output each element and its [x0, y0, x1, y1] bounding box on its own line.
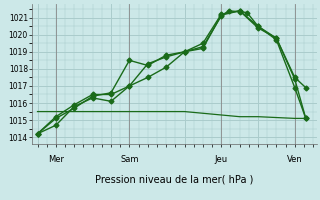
- Text: Jeu: Jeu: [215, 155, 228, 164]
- Text: Sam: Sam: [120, 155, 139, 164]
- Text: Pression niveau de la mer( hPa ): Pression niveau de la mer( hPa ): [95, 175, 253, 185]
- Text: Mer: Mer: [48, 155, 64, 164]
- Text: Ven: Ven: [287, 155, 303, 164]
